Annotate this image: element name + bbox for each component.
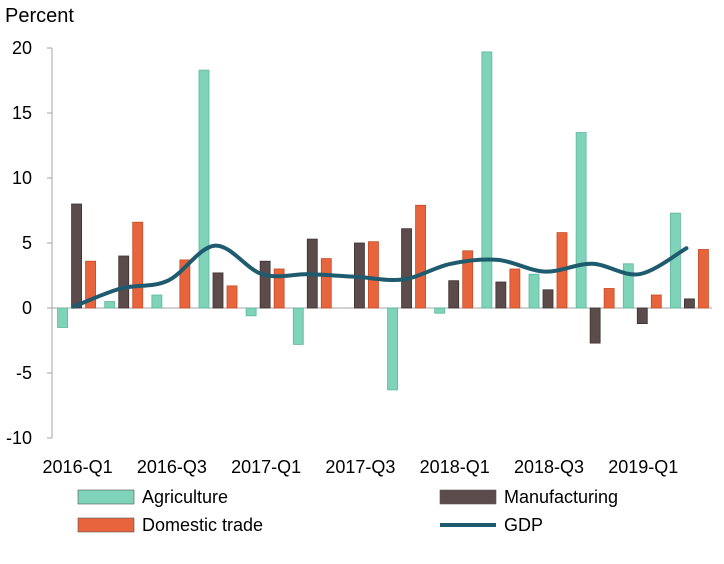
legend: Agriculture Manufacturing Domestic trade GD… (78, 487, 618, 535)
bar-agriculture-2017-Q1 (246, 308, 256, 316)
legend-label-agriculture: Agriculture (142, 487, 228, 507)
y-tick-label: 20 (12, 38, 32, 58)
bar-domestic-trade-2017-Q4 (416, 205, 426, 308)
y-tick-label: -10 (6, 428, 32, 448)
x-tick-label: 2018-Q3 (514, 457, 584, 477)
bar-manufacturing-2018-Q4 (590, 308, 600, 343)
bar-manufacturing-2018-Q1 (449, 281, 459, 308)
y-tick-label: -5 (16, 363, 32, 383)
y-tick-label: 5 (22, 233, 32, 253)
bar-manufacturing-2018-Q2 (496, 282, 506, 308)
bar-domestic-trade-2017-Q3 (368, 242, 378, 308)
legend-label-domestic-trade: Domestic trade (142, 515, 263, 535)
y-tick-label: 0 (22, 298, 32, 318)
bar-agriculture-2018-Q2 (482, 52, 492, 308)
bar-agriculture-2018-Q4 (576, 133, 586, 309)
bar-agriculture-2019-Q1 (623, 264, 633, 308)
bar-agriculture-2016-Q1 (58, 308, 68, 328)
bar-manufacturing-2017-Q1 (260, 261, 270, 308)
x-tick-label: 2017-Q1 (231, 457, 301, 477)
bar-domestic-trade-2018-Q2 (510, 269, 520, 308)
x-tick-label: 2019-Q1 (608, 457, 678, 477)
bar-manufacturing-2019-Q1 (637, 308, 647, 324)
bar-manufacturing-2018-Q3 (543, 290, 553, 308)
legend-label-manufacturing: Manufacturing (504, 487, 618, 507)
x-tick-label: 2018-Q1 (420, 457, 490, 477)
bar-agriculture-2017-Q2 (293, 308, 303, 344)
bar-agriculture-2016-Q3 (152, 295, 162, 308)
bar-agriculture-2016-Q4 (199, 70, 209, 308)
bar-manufacturing-2016-Q2 (119, 256, 129, 308)
bar-domestic-trade-2019-Q2 (698, 250, 708, 309)
bar-agriculture-2018-Q3 (529, 274, 539, 308)
legend-swatch-agriculture (78, 490, 134, 504)
axes: Percent -10 -5 0 5 10 15 20 (5, 5, 712, 448)
legend-label-gdp: GDP (504, 515, 543, 535)
x-tick-label: 2016-Q3 (137, 457, 207, 477)
bar-domestic-trade-2019-Q1 (651, 295, 661, 308)
y-tick-label: 10 (12, 168, 32, 188)
bar-manufacturing-2017-Q4 (402, 229, 412, 308)
bar-agriculture-2017-Q4 (388, 308, 398, 390)
bar-manufacturing-2019-Q2 (684, 299, 694, 308)
bars (58, 52, 709, 390)
bar-agriculture-2016-Q2 (105, 302, 115, 309)
bar-domestic-trade-2016-Q4 (227, 286, 237, 308)
legend-swatch-domestic-trade (78, 518, 134, 532)
bar-domestic-trade-2018-Q4 (604, 289, 614, 309)
y-axis-title: Percent (5, 5, 74, 27)
x-tick-label: 2017-Q3 (325, 457, 395, 477)
legend-swatch-manufacturing (440, 490, 496, 504)
gdp-line-layer (73, 246, 686, 307)
bar-domestic-trade-2016-Q2 (133, 222, 143, 308)
gdp-line (74, 246, 687, 307)
y-tick-label: 15 (12, 103, 32, 123)
bar-agriculture-2018-Q1 (435, 308, 445, 313)
x-tick-label: 2016-Q1 (43, 457, 113, 477)
bar-manufacturing-2016-Q1 (72, 204, 82, 308)
x-axis-ticks: 2016-Q1 2016-Q3 2017-Q1 2017-Q3 2018-Q1 2018-… (43, 457, 679, 477)
bar-domestic-trade-2017-Q2 (321, 259, 331, 308)
bar-manufacturing-2016-Q4 (213, 273, 223, 308)
bar-agriculture-2019-Q2 (670, 213, 680, 308)
